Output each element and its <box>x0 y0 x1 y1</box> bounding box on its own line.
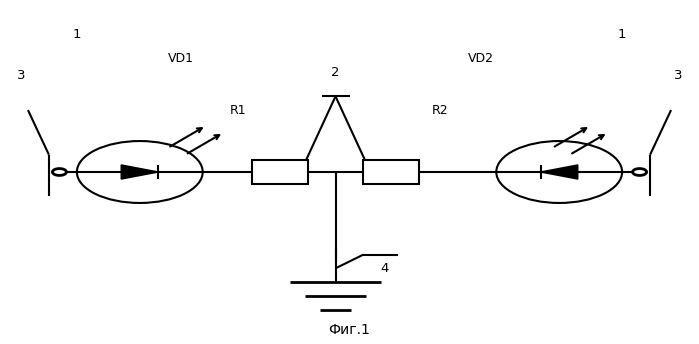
Text: 1: 1 <box>618 28 626 41</box>
Polygon shape <box>540 165 578 179</box>
Text: VD2: VD2 <box>468 52 494 65</box>
Text: 2: 2 <box>331 66 340 79</box>
Circle shape <box>633 169 647 175</box>
Text: R1: R1 <box>229 104 246 117</box>
Text: 3: 3 <box>674 69 682 82</box>
Text: R2: R2 <box>432 104 449 117</box>
FancyBboxPatch shape <box>363 160 419 184</box>
Text: 4: 4 <box>380 262 389 275</box>
Text: VD1: VD1 <box>168 52 194 65</box>
Text: 1: 1 <box>73 28 81 41</box>
Text: Фиг.1: Фиг.1 <box>329 323 370 337</box>
Text: 3: 3 <box>17 69 25 82</box>
Circle shape <box>52 169 66 175</box>
Polygon shape <box>121 165 159 179</box>
FancyBboxPatch shape <box>252 160 308 184</box>
